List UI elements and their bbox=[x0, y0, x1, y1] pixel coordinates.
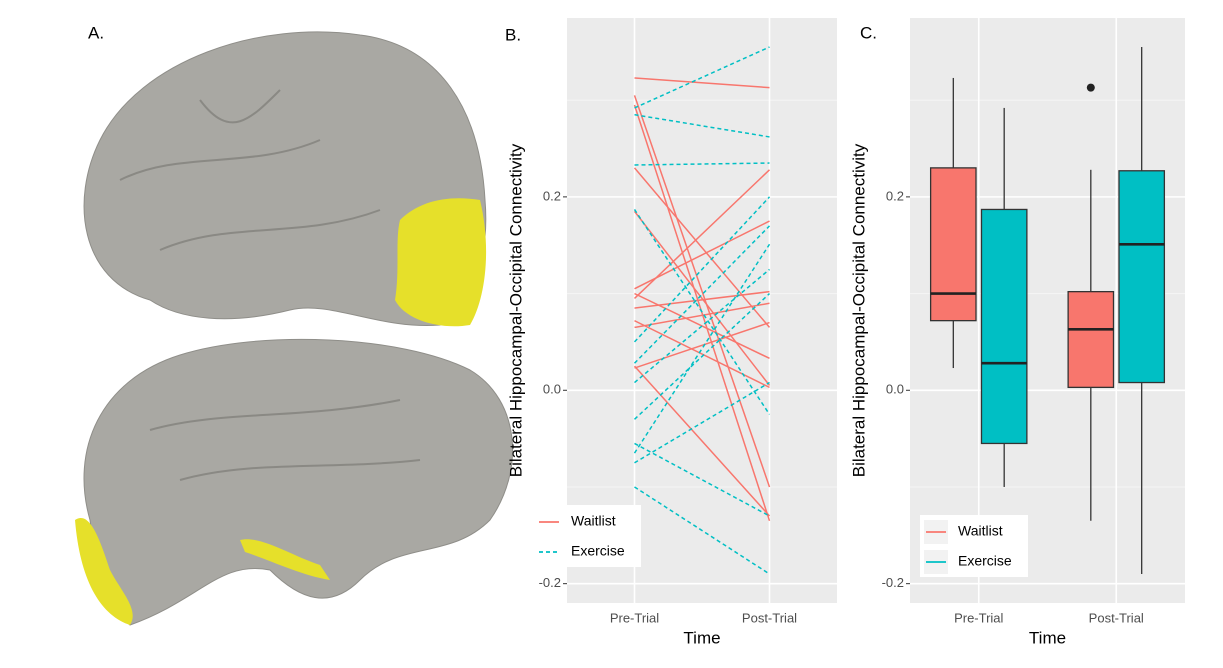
x-tick-label: Post-Trial bbox=[742, 610, 797, 625]
subject-line bbox=[634, 292, 770, 360]
x-tick-label: Post-Trial bbox=[1089, 610, 1144, 625]
subject-line bbox=[634, 486, 770, 575]
y-axis-label: Bilateral Hippocampal-Occipital Connecti… bbox=[506, 143, 525, 477]
subject-line bbox=[634, 77, 770, 89]
chart-c: -0.2 0.0 0.2 Pre-Trial Post-Trial Time Bilater… bbox=[849, 18, 1185, 647]
x-tick-label: Pre-Trial bbox=[610, 610, 659, 625]
brain-images bbox=[75, 31, 514, 626]
x-tick-label: Pre-Trial bbox=[954, 610, 1003, 625]
subject-line bbox=[633, 365, 771, 517]
y-tick-label: 0.2 bbox=[886, 188, 904, 203]
legend-label: Waitlist bbox=[571, 513, 616, 529]
subject-line bbox=[633, 104, 771, 522]
subject-line bbox=[634, 162, 770, 166]
legend-label: Exercise bbox=[958, 553, 1012, 569]
legend-label: Exercise bbox=[571, 543, 625, 559]
subject-line bbox=[634, 319, 770, 389]
outlier bbox=[1086, 83, 1095, 92]
subject-line bbox=[633, 196, 771, 343]
box bbox=[980, 208, 1028, 445]
panel-label: A. bbox=[88, 23, 104, 42]
subject-line bbox=[634, 268, 770, 384]
subject-line bbox=[633, 169, 771, 299]
brain-folds bbox=[119, 89, 421, 481]
subject-line bbox=[634, 46, 770, 109]
subject-line bbox=[633, 167, 771, 328]
y-tick-label: -0.2 bbox=[882, 575, 904, 590]
subject-line bbox=[633, 210, 771, 386]
x-axis-label: Time bbox=[1029, 628, 1066, 647]
subject-line bbox=[634, 290, 770, 309]
panel-label: B. bbox=[505, 25, 521, 44]
subject-line bbox=[634, 381, 770, 464]
y-tick-label: 0.2 bbox=[543, 188, 561, 203]
y-tick-label: 0.0 bbox=[543, 382, 561, 397]
y-tick-label: 0.0 bbox=[886, 382, 904, 397]
brain-medial bbox=[83, 338, 514, 626]
subject-line bbox=[634, 113, 770, 138]
subject-line bbox=[634, 321, 770, 369]
panel-label: C. bbox=[860, 23, 877, 42]
legend-label: Waitlist bbox=[958, 523, 1003, 539]
y-tick-label: -0.2 bbox=[539, 575, 561, 590]
occipital-lateral bbox=[395, 198, 487, 327]
box bbox=[1118, 170, 1166, 384]
subject-line bbox=[633, 209, 771, 415]
subject-line bbox=[634, 302, 770, 329]
occipital-medial bbox=[75, 518, 133, 625]
x-axis-label: Time bbox=[683, 628, 720, 647]
legend-box bbox=[533, 505, 641, 567]
y-axis-label: Bilateral Hippocampal-Occipital Connecti… bbox=[849, 143, 868, 477]
subject-line bbox=[633, 293, 771, 420]
subject-line bbox=[634, 442, 770, 517]
subject-line bbox=[633, 95, 771, 488]
box bbox=[1067, 290, 1115, 389]
chart-b: -0.2 0.0 0.2 Pre-Trial Post-Trial Time Bilater… bbox=[506, 18, 837, 647]
brain-lateral bbox=[83, 31, 487, 327]
box bbox=[929, 167, 977, 322]
hippocampus bbox=[240, 539, 330, 580]
